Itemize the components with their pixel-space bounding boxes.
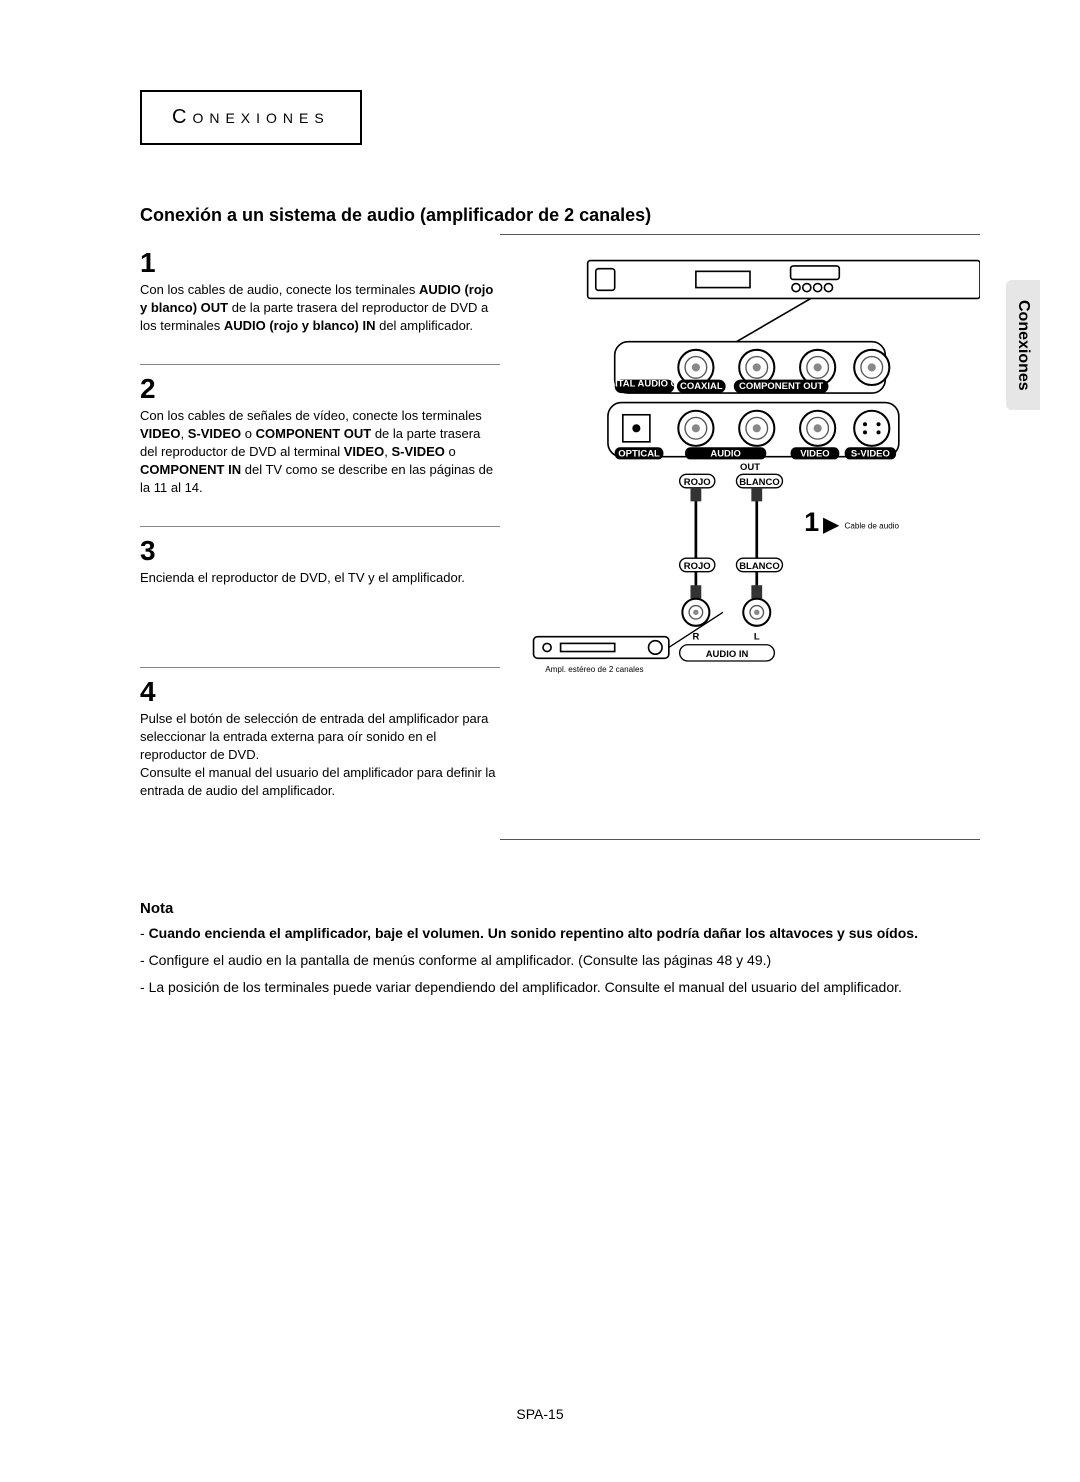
- svg-text:S-VIDEO: S-VIDEO: [851, 449, 890, 460]
- step-text: Con los cables de audio, conecte los ter…: [140, 281, 500, 336]
- step-text: Encienda el reproductor de DVD, el TV y …: [140, 569, 500, 587]
- svg-text:AUDIO IN: AUDIO IN: [706, 649, 749, 660]
- page-number: SPA-15: [0, 1406, 1080, 1422]
- svg-text:1: 1: [804, 507, 819, 537]
- header-box: Conexiones: [140, 90, 362, 145]
- section-title: Conexión a un sistema de audio (amplific…: [140, 205, 980, 226]
- svg-text:Cable de audio: Cable de audio: [844, 521, 899, 530]
- nota-item: - Configure el audio en la pantalla de m…: [140, 950, 980, 971]
- step-separator: [140, 364, 500, 365]
- step-2: 2 Con los cables de señales de vídeo, co…: [140, 373, 500, 498]
- step-separator: [140, 526, 500, 527]
- svg-text:ROJO: ROJO: [684, 477, 711, 488]
- svg-text:VIDEO: VIDEO: [800, 449, 829, 460]
- svg-text:OUT: OUT: [740, 462, 760, 473]
- diagram-column: DIGITAL AUDIO OUT COAXIAL COMPONENT OUT: [520, 247, 980, 829]
- svg-text:R: R: [692, 631, 699, 642]
- step-3: 3 Encienda el reproductor de DVD, el TV …: [140, 535, 500, 587]
- svg-text:COAXIAL: COAXIAL: [680, 381, 723, 392]
- nota-heading: Nota: [140, 900, 980, 917]
- svg-text:L: L: [754, 631, 760, 642]
- svg-text:BLANCO: BLANCO: [739, 561, 780, 572]
- title-rule: [500, 234, 980, 235]
- nota-block: Nota - Cuando encienda el amplificador, …: [140, 900, 980, 998]
- step-number: 4: [140, 676, 500, 708]
- content-row: 1 Con los cables de audio, conecte los t…: [140, 247, 980, 829]
- step-4: 4 Pulse el botón de selección de entrada…: [140, 676, 500, 801]
- svg-text:AUDIO: AUDIO: [710, 449, 741, 460]
- svg-text:Ampl. estéreo de 2 canales: Ampl. estéreo de 2 canales: [545, 665, 643, 674]
- svg-text:COMPONENT OUT: COMPONENT OUT: [739, 381, 823, 392]
- svg-text:ROJO: ROJO: [684, 561, 711, 572]
- svg-text:BLANCO: BLANCO: [739, 477, 780, 488]
- svg-text:DIGITAL AUDIO OUT: DIGITAL AUDIO OUT: [598, 378, 691, 389]
- side-tab-label: Conexiones: [1014, 300, 1032, 391]
- svg-text:OPTICAL: OPTICAL: [618, 449, 660, 460]
- step-number: 3: [140, 535, 500, 567]
- step-number: 1: [140, 247, 500, 279]
- page-content: Conexiones Conexión a un sistema de audi…: [0, 0, 1080, 1044]
- step-1: 1 Con los cables de audio, conecte los t…: [140, 247, 500, 336]
- header-title: Conexiones: [172, 106, 330, 128]
- step-text: Con los cables de señales de vídeo, cone…: [140, 407, 500, 498]
- bottom-rule: [500, 839, 980, 840]
- step-text: Pulse el botón de selección de entrada d…: [140, 710, 500, 801]
- nota-item: - La posición de los terminales puede va…: [140, 977, 980, 998]
- step-separator: [140, 667, 500, 668]
- side-tab: Conexiones: [1006, 280, 1040, 410]
- steps-column: 1 Con los cables de audio, conecte los t…: [140, 247, 500, 829]
- step-number: 2: [140, 373, 500, 405]
- nota-item: - Cuando encienda el amplificador, baje …: [140, 923, 980, 944]
- connection-diagram: DIGITAL AUDIO OUT COAXIAL COMPONENT OUT: [520, 247, 980, 761]
